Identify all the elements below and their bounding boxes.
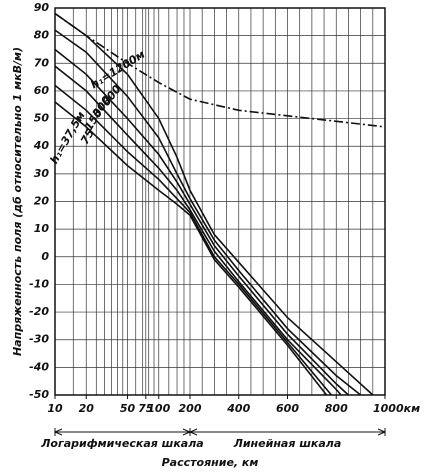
y-tick-label: 30 [34,167,50,180]
y-tick-label: 20 [34,195,50,208]
y-tick-label: -10 [29,277,49,290]
y-tick-label: 90 [34,1,50,14]
y-tick-label: 50 [34,112,50,125]
x-tick-label: 20 [79,402,95,415]
y-tick-label: 60 [34,84,50,97]
x-tick-label: 600 [276,402,299,415]
series-line [54,12,374,396]
x-tick-label: 50 [120,402,136,415]
x-tick-label: 200 [179,402,202,415]
series-line [54,12,386,128]
x-tick-label: 10 [47,402,63,415]
y-tick-label: 10 [34,222,50,235]
series-line [54,65,342,396]
y-tick-label: 40 [33,139,50,152]
x-tick-label: 1000км [373,402,420,415]
scale-label: Линейная шкала [233,437,342,450]
scale-label: Логарифмическая шкала [40,437,203,450]
y-tick-label: -50 [29,388,49,401]
y-tick-label: 80 [34,29,50,42]
x-axis-label: Расстояние, км [162,456,259,469]
x-tick-label: 75 [138,402,154,415]
plot-frame [54,7,386,396]
series-line [54,101,328,396]
series-line [54,84,333,396]
y-tick-label: -20 [29,305,49,318]
y-tick-label: 0 [41,250,49,263]
x-tick-label: 800 [325,402,348,415]
series-line [54,29,362,396]
y-tick-label: -40 [29,360,49,373]
x-tick-label: 100 [147,402,170,415]
y-axis-label: Напряженность поля (дб относительно 1 мк… [11,47,24,356]
y-tick-label: -30 [29,333,49,346]
series-line [54,48,349,396]
scale-arrows [53,428,387,436]
x-tick-label: 400 [226,402,250,415]
y-tick-label: 70 [34,56,50,69]
